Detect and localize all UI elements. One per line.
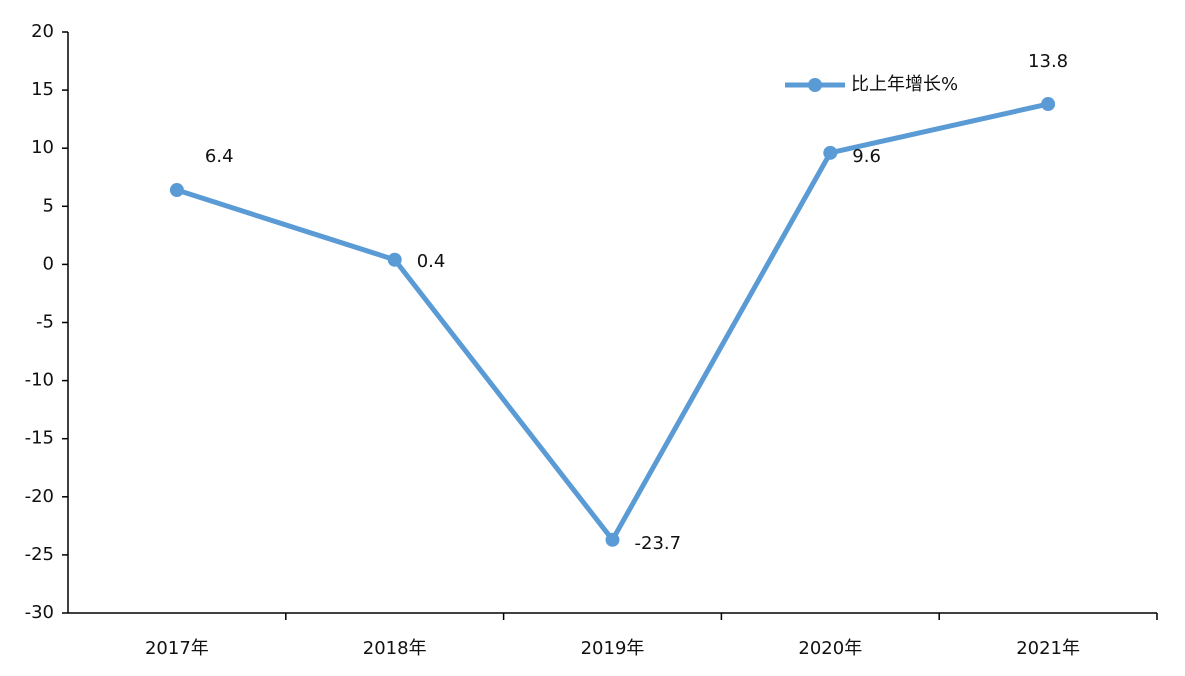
marker [387,252,402,267]
x-tick-label: 2018年 [363,638,427,659]
data-label: -23.7 [635,533,682,554]
y-tick-label: -10 [25,370,54,391]
legend-label: 比上年增长% [851,74,958,95]
legend-marker [808,78,822,92]
data-label: 9.6 [852,146,881,167]
data-label: 13.8 [1028,51,1068,72]
y-tick-label: -25 [25,544,54,565]
y-tick-label: 10 [31,137,54,158]
marker [169,183,184,198]
x-tick-label: 2020年 [798,638,862,659]
y-tick-label: 5 [43,195,54,216]
y-tick-label: -15 [25,428,54,449]
y-tick-label: -20 [25,486,54,507]
series-line [176,101,1049,543]
y-tick-label: 20 [31,21,54,42]
y-tick-label: 15 [31,79,54,100]
x-tick-label: 2021年 [1016,638,1080,659]
y-tick-label: -5 [36,312,54,333]
y-tick-label: -30 [25,602,54,623]
x-tick-label: 2017年 [145,638,209,659]
marker [605,532,620,547]
data-label: 0.4 [417,251,446,272]
marker [823,145,838,160]
marker [1041,97,1056,112]
data-label: 6.4 [205,146,234,167]
x-tick-label: 2019年 [581,638,645,659]
y-tick-label: 0 [43,253,54,274]
